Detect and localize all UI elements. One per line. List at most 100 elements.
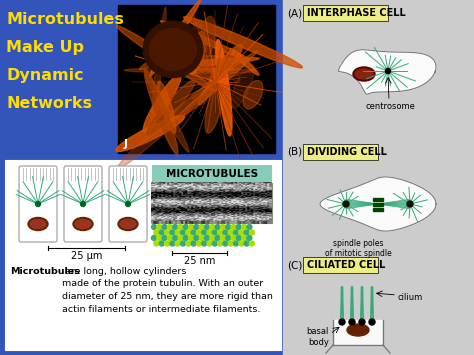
Text: MICROTUBULES: MICROTUBULES [166,169,258,179]
Circle shape [126,202,130,207]
Ellipse shape [173,56,246,71]
Circle shape [189,235,193,240]
Ellipse shape [28,218,48,230]
Circle shape [164,230,170,235]
Ellipse shape [144,69,178,154]
Circle shape [210,235,215,240]
Ellipse shape [176,51,257,120]
Circle shape [215,224,220,229]
Ellipse shape [73,218,93,230]
Circle shape [226,235,231,240]
Circle shape [349,319,355,325]
Circle shape [212,230,217,235]
Text: CILIATED CELL: CILIATED CELL [307,260,385,270]
Circle shape [159,241,164,246]
Bar [118,5,275,153]
Circle shape [223,230,228,235]
Circle shape [207,241,212,246]
Text: Microtubules: Microtubules [6,12,124,27]
Circle shape [220,235,226,240]
Ellipse shape [160,21,250,60]
Circle shape [194,224,199,229]
Text: centrosome: centrosome [365,102,415,111]
Circle shape [249,241,255,246]
Circle shape [181,230,185,235]
Polygon shape [320,177,436,231]
Circle shape [173,224,178,229]
Ellipse shape [117,80,215,169]
Ellipse shape [230,48,259,75]
Circle shape [244,241,249,246]
Circle shape [218,230,223,235]
Circle shape [212,241,217,246]
Circle shape [369,319,375,325]
Ellipse shape [75,219,91,229]
Ellipse shape [157,81,176,133]
Circle shape [152,235,156,240]
Circle shape [242,224,246,229]
Circle shape [154,230,159,235]
FancyBboxPatch shape [303,5,389,21]
Ellipse shape [177,50,220,81]
Circle shape [218,241,223,246]
Circle shape [199,235,204,240]
Text: J: J [124,139,128,149]
Ellipse shape [353,67,375,81]
Circle shape [162,224,167,229]
Text: DIVIDING CELL: DIVIDING CELL [307,147,387,157]
Circle shape [157,224,162,229]
Circle shape [228,241,233,246]
Bar [373,202,383,206]
Circle shape [244,230,249,235]
Circle shape [154,241,159,246]
Circle shape [152,224,156,229]
Ellipse shape [116,115,185,152]
Circle shape [191,241,196,246]
Circle shape [226,224,231,229]
FancyBboxPatch shape [64,166,102,242]
Circle shape [159,230,164,235]
Bar [333,320,383,345]
Circle shape [186,241,191,246]
Circle shape [173,235,178,240]
Circle shape [204,235,210,240]
Circle shape [196,241,201,246]
Circle shape [234,241,238,246]
Circle shape [231,235,236,240]
Circle shape [162,235,167,240]
Circle shape [249,230,255,235]
Circle shape [247,235,252,240]
Bar [373,197,383,201]
Circle shape [202,230,207,235]
Ellipse shape [210,44,243,84]
Ellipse shape [231,64,254,108]
Ellipse shape [187,32,206,74]
Bar [152,183,272,223]
Circle shape [170,230,175,235]
Circle shape [237,235,241,240]
FancyBboxPatch shape [303,257,378,273]
Circle shape [157,235,162,240]
Circle shape [175,241,180,246]
Ellipse shape [30,219,46,229]
FancyBboxPatch shape [303,144,378,160]
Ellipse shape [165,58,259,67]
Text: 25 μm: 25 μm [71,251,102,261]
Circle shape [36,202,40,207]
Ellipse shape [205,76,225,133]
Circle shape [407,201,413,207]
Circle shape [339,319,345,325]
Circle shape [207,230,212,235]
FancyBboxPatch shape [109,166,147,242]
Ellipse shape [118,218,138,230]
Ellipse shape [243,80,263,109]
Circle shape [343,201,349,207]
Circle shape [186,230,191,235]
Ellipse shape [150,0,201,76]
Text: Dynamic: Dynamic [6,68,83,83]
Ellipse shape [355,69,373,79]
Circle shape [359,319,365,325]
Circle shape [231,224,236,229]
Text: (A): (A) [287,8,302,18]
Ellipse shape [120,219,136,229]
